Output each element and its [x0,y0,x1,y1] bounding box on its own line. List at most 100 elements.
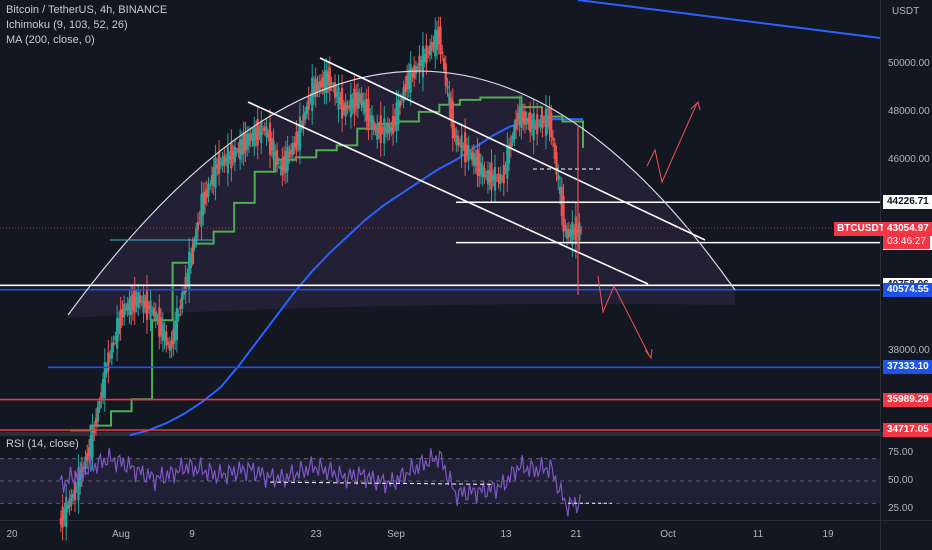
candle-body [497,173,500,183]
candle-body [525,117,528,124]
candle-body [93,429,96,433]
candle-body [453,128,456,138]
candle-body [529,112,532,133]
ichimoku-legend[interactable]: Ichimoku (9, 103, 52, 26) [6,19,128,31]
candle-body [195,228,198,243]
candle-body [464,132,467,163]
support-levels [0,201,880,431]
candle-body [578,222,581,241]
candle-body [98,401,101,410]
candle-body [82,467,85,469]
channel-line-bottom [247,101,649,285]
x-tick-label: 20 [6,529,18,540]
rsi-line [59,447,581,517]
candle-body [217,152,221,174]
candle-body [518,106,521,126]
candle-body [346,105,349,110]
candle-body [242,133,245,155]
candle-body [277,162,280,164]
candle-body [504,167,507,169]
candle-body [493,167,497,191]
candle-body [495,177,498,179]
candle-body [543,121,546,123]
candle-body [182,290,186,295]
candle-body [268,122,272,155]
candle-body [393,116,396,124]
ma-legend[interactable]: MA (200, close, 0) [6,34,95,46]
candle-body [158,307,161,337]
candle-body [281,158,284,176]
candle-body [580,230,583,232]
candle-body [100,392,103,400]
candle-body [119,309,122,329]
candle-body [377,127,381,134]
candle-body [455,134,458,145]
candle-body [462,146,465,148]
last-price-tag: 43054.97 [883,222,932,236]
candle-body [65,496,68,528]
candle-body [314,78,317,97]
candle-body [481,165,484,178]
candle-body [265,126,268,137]
candle-body [516,112,519,122]
y-tick-label: 48000.00 [888,105,930,117]
candle-body [177,313,180,317]
candle-body [123,303,126,318]
candle-body [571,222,574,246]
candle-body [117,318,120,335]
y-tick-label: 38000.00 [888,345,930,357]
candle-body [534,125,537,127]
candle-body [170,340,173,349]
candle-body [486,170,490,185]
candle-body [490,162,493,190]
candle-body [323,72,326,94]
candle-body [312,83,316,97]
candle-body [107,352,110,371]
time-axis-border [0,520,932,521]
candle-body [358,94,361,103]
candle-body [101,379,105,397]
symbol-title[interactable]: Bitcoin / TetherUS, 4h, BINANCE [6,4,168,16]
candle-body [260,121,263,143]
candle-body [567,228,570,238]
candle-body [161,323,164,341]
candle-body [244,132,247,152]
channel-line-top [319,57,706,241]
candle-body [258,129,261,136]
candle-body [388,125,391,134]
rsi-legend[interactable]: RSI (14, close) [6,438,79,450]
candle-body [430,42,433,52]
candle-body [356,91,360,109]
candle-body [367,98,370,128]
candle-body [328,67,331,92]
x-tick-label: 23 [310,529,322,540]
candle-body [333,82,337,98]
candle-body [569,230,572,237]
candle-body [441,51,444,55]
candle-body [483,167,486,178]
candle-body [291,142,294,156]
arrowhead-down [644,348,653,360]
level-price-tag: 34717.05 [883,422,932,437]
candle-body [479,162,483,176]
candle-body [77,467,80,501]
candle-body [230,142,233,169]
candle-body [240,139,244,155]
candle-body [70,494,73,505]
candle-body [108,354,112,359]
candle-body [548,107,551,130]
candle-body [79,469,82,487]
symbol-badge: BTCUSDT [834,222,888,236]
candle-body [574,216,577,245]
candle-body [116,317,119,349]
candle-body [191,246,194,256]
candle-body [275,150,279,166]
candle-body [546,114,549,127]
candle-body [270,138,273,151]
currency-label[interactable]: USDT [892,6,920,17]
candle-body [537,123,541,125]
candle-body [165,331,168,346]
candle-body [337,87,340,110]
candle-body [124,307,128,311]
